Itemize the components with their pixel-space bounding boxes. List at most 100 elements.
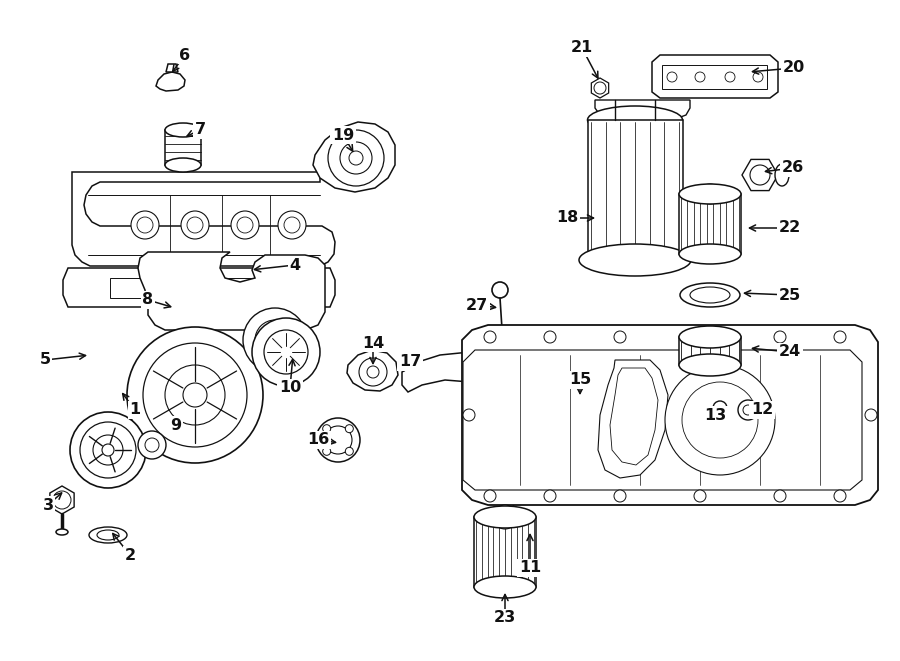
Ellipse shape: [775, 164, 789, 186]
Circle shape: [53, 491, 71, 509]
Circle shape: [614, 331, 626, 343]
Ellipse shape: [474, 506, 536, 528]
Ellipse shape: [679, 184, 741, 204]
Text: 14: 14: [362, 336, 384, 350]
Circle shape: [700, 184, 720, 204]
Circle shape: [102, 444, 114, 456]
Polygon shape: [166, 64, 178, 72]
Circle shape: [346, 424, 354, 433]
Circle shape: [544, 331, 556, 343]
Text: 23: 23: [494, 611, 516, 625]
Circle shape: [346, 447, 354, 455]
Circle shape: [278, 211, 306, 239]
Circle shape: [328, 130, 384, 186]
Polygon shape: [72, 172, 335, 266]
Bar: [192, 278, 282, 298]
Circle shape: [834, 331, 846, 343]
Circle shape: [865, 409, 877, 421]
Circle shape: [316, 418, 360, 462]
Polygon shape: [610, 368, 658, 465]
Circle shape: [323, 424, 330, 433]
Text: 11: 11: [519, 561, 541, 576]
Polygon shape: [462, 325, 878, 505]
Circle shape: [753, 72, 763, 82]
Polygon shape: [598, 360, 668, 478]
Circle shape: [484, 490, 496, 502]
Ellipse shape: [165, 158, 201, 172]
Circle shape: [324, 426, 352, 454]
Polygon shape: [591, 78, 608, 98]
Circle shape: [349, 151, 363, 165]
Ellipse shape: [680, 283, 740, 307]
Circle shape: [137, 217, 153, 233]
Ellipse shape: [56, 529, 68, 535]
Circle shape: [463, 409, 475, 421]
Circle shape: [359, 358, 387, 386]
Polygon shape: [595, 100, 690, 118]
Text: 6: 6: [179, 48, 191, 63]
Circle shape: [143, 343, 247, 447]
Polygon shape: [347, 350, 398, 391]
Ellipse shape: [579, 244, 691, 276]
Text: 8: 8: [142, 293, 154, 307]
Circle shape: [138, 431, 166, 459]
Text: 18: 18: [556, 210, 578, 225]
Text: 10: 10: [279, 381, 302, 395]
Text: 26: 26: [782, 161, 804, 176]
Circle shape: [665, 365, 775, 475]
Text: 21: 21: [571, 40, 593, 56]
Circle shape: [367, 366, 379, 378]
Ellipse shape: [474, 576, 536, 598]
Ellipse shape: [679, 244, 741, 264]
Circle shape: [694, 490, 706, 502]
Circle shape: [145, 438, 159, 452]
Circle shape: [493, 505, 517, 529]
Circle shape: [594, 82, 606, 94]
Ellipse shape: [97, 530, 119, 540]
Circle shape: [725, 72, 735, 82]
Polygon shape: [565, 385, 620, 424]
Circle shape: [93, 435, 123, 465]
Bar: [679, 337, 741, 365]
Bar: [588, 120, 683, 260]
Circle shape: [694, 331, 706, 343]
Polygon shape: [63, 268, 335, 307]
Bar: [662, 65, 767, 89]
Circle shape: [682, 382, 758, 458]
Circle shape: [70, 412, 146, 488]
Text: 24: 24: [778, 344, 801, 360]
Circle shape: [713, 401, 727, 415]
Ellipse shape: [690, 287, 730, 303]
Ellipse shape: [165, 123, 201, 137]
Text: 3: 3: [42, 498, 54, 512]
Circle shape: [264, 330, 308, 374]
Text: 25: 25: [778, 288, 801, 303]
Text: 17: 17: [399, 354, 421, 369]
Text: 4: 4: [290, 258, 301, 272]
Circle shape: [165, 365, 225, 425]
Circle shape: [750, 165, 770, 185]
Circle shape: [492, 282, 508, 298]
Circle shape: [243, 308, 307, 372]
Circle shape: [252, 318, 320, 386]
Text: 15: 15: [569, 373, 591, 387]
Polygon shape: [402, 352, 498, 392]
Polygon shape: [138, 252, 325, 330]
Ellipse shape: [588, 246, 682, 274]
Circle shape: [284, 217, 300, 233]
Text: 2: 2: [124, 547, 136, 563]
Text: 9: 9: [170, 418, 182, 432]
Polygon shape: [463, 350, 862, 490]
Bar: [679, 194, 741, 254]
Circle shape: [614, 490, 626, 502]
Circle shape: [544, 490, 556, 502]
Circle shape: [774, 490, 786, 502]
Circle shape: [80, 422, 136, 478]
Circle shape: [183, 383, 207, 407]
Circle shape: [743, 405, 753, 415]
Circle shape: [231, 211, 259, 239]
Polygon shape: [50, 486, 74, 514]
Text: 13: 13: [704, 407, 726, 422]
Ellipse shape: [679, 354, 741, 376]
Text: 20: 20: [783, 61, 806, 75]
